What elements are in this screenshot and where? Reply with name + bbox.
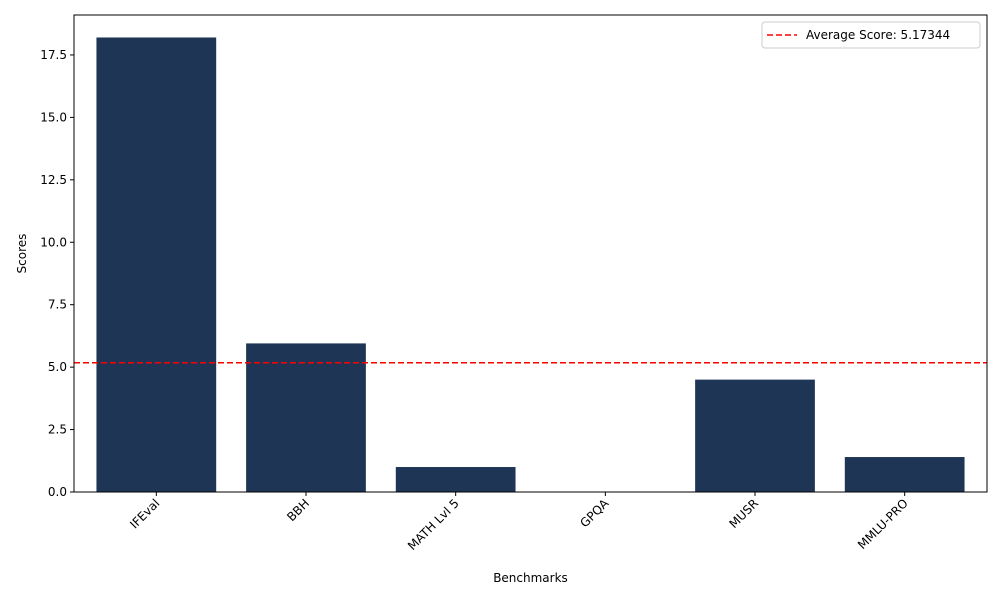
x-axis-label: Benchmarks (493, 571, 568, 585)
y-axis-label: Scores (15, 234, 29, 274)
bar-ifeval (96, 37, 217, 492)
y-tick-label: 2.5 (48, 423, 67, 437)
bars-group (96, 37, 965, 492)
legend: Average Score: 5.17344 (761, 21, 981, 49)
bar-musr (695, 379, 815, 492)
bar-bbh (246, 343, 366, 492)
y-tick-label: 0.0 (48, 485, 67, 499)
y-axis-ticks: 0.0 2.5 5.0 7.5 10.0 12.5 15.0 17.5 (40, 48, 74, 499)
bar-mmlu-pro (844, 457, 965, 492)
bar-math-lvl-5 (395, 467, 516, 492)
y-tick-label: 15.0 (40, 110, 67, 124)
y-tick-label: 12.5 (40, 173, 67, 187)
legend-label-average-score: Average Score: 5.17344 (806, 28, 950, 42)
y-tick-label: 5.0 (48, 360, 67, 374)
plot-frame (73, 14, 988, 493)
legend-box (761, 21, 981, 49)
y-tick-label: 7.5 (48, 298, 67, 312)
y-tick-label: 10.0 (40, 235, 67, 249)
y-tick-label: 17.5 (40, 48, 67, 62)
